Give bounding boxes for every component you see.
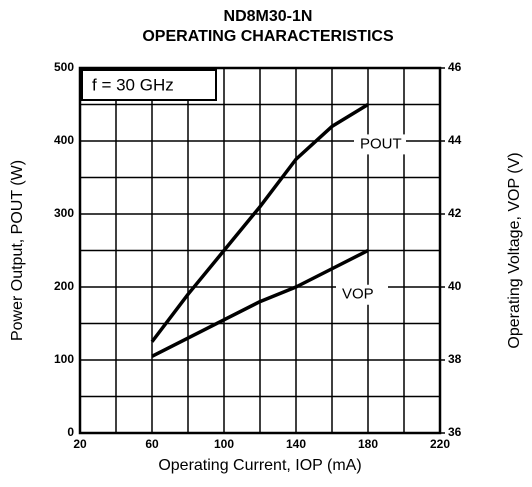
x-axis-label: Operating Current, IOP (mA): [158, 457, 361, 474]
data-line: [151, 248, 369, 358]
x-tick-label: 140: [286, 437, 306, 451]
data-line: [150, 103, 369, 343]
y-tick-label: 200: [54, 279, 74, 293]
y-axis-label: Power Output, POUT (W): [9, 160, 26, 341]
x-tick-label: 100: [214, 437, 234, 451]
y-tick-label: 0: [67, 425, 74, 439]
x-tick-label: 220: [430, 437, 450, 451]
y-tick-label: 500: [54, 60, 74, 74]
chart-title: ND8M30-1N: [224, 8, 313, 25]
chart-title: OPERATING CHARACTERISTICS: [142, 28, 394, 45]
x-tick-label: 20: [73, 437, 87, 451]
series-label: VOP: [342, 286, 374, 303]
x-tick-label: 60: [145, 437, 159, 451]
plot-frame: [78, 66, 442, 435]
y2-axis-label: Operating Voltage, VOP (V): [506, 152, 523, 348]
y2-tick-label: 38: [448, 352, 462, 366]
y2-tick-label: 44: [448, 133, 462, 147]
y2-tick-label: 46: [448, 60, 462, 74]
y2-tick-label: 40: [448, 279, 462, 293]
y-tick-label: 100: [54, 352, 74, 366]
series-label: POUT: [360, 135, 402, 152]
y-tick-label: 400: [54, 133, 74, 147]
y2-tick-label: 42: [448, 206, 462, 220]
annotation: f = 30 GHz: [92, 75, 174, 94]
x-tick-label: 180: [358, 437, 378, 451]
annotation-box: [81, 69, 217, 101]
series-label-bg: [336, 284, 388, 305]
y2-tick-label: 36: [448, 425, 462, 439]
series-label-bg: [354, 134, 406, 155]
y-tick-label: 300: [54, 206, 74, 220]
